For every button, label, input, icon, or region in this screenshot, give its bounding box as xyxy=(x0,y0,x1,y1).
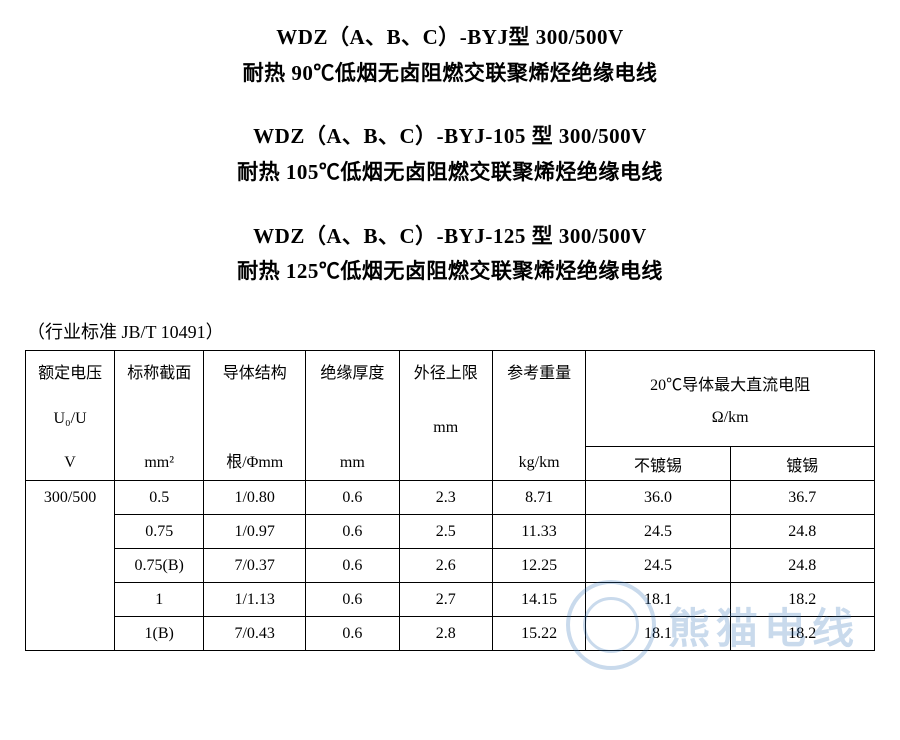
headings-section: WDZ（A、B、C）-BYJ型 300/500V 耐热 90℃低烟无卤阻燃交联聚… xyxy=(25,20,875,290)
cell-od: 2.5 xyxy=(399,515,492,549)
table-body: 300/500 0.5 1/0.80 0.6 2.3 8.71 36.0 36.… xyxy=(26,481,875,651)
th-label: U₀/U xyxy=(54,410,87,428)
th-unit: Ω/km xyxy=(712,409,749,427)
table-row: 300/500 0.5 1/0.80 0.6 2.3 8.71 36.0 36.… xyxy=(26,481,875,515)
th-insulation-thickness: 绝缘厚度 mm xyxy=(306,351,399,481)
th-cross-section: 标称截面 mm² xyxy=(115,351,204,481)
cell-r1: 36.0 xyxy=(586,481,730,515)
th-label: 额定电压 xyxy=(38,359,102,383)
cell-od: 2.8 xyxy=(399,617,492,651)
th-tinned: 镀锡 xyxy=(730,447,874,481)
table-row: 0.75 1/0.97 0.6 2.5 11.33 24.5 24.8 xyxy=(26,515,875,549)
heading-line: 耐热 90℃低烟无卤阻燃交联聚烯烃绝缘电线 xyxy=(25,56,875,92)
cell-wt: 14.15 xyxy=(492,583,585,617)
cell-cs: 0.5 xyxy=(115,481,204,515)
heading-block-3: WDZ（A、B、C）-BYJ-125 型 300/500V 耐热 125℃低烟无… xyxy=(25,219,875,290)
cell-r2: 18.2 xyxy=(730,617,874,651)
heading-line: WDZ（A、B、C）-BYJ型 300/500V xyxy=(25,20,875,56)
cell-wt: 11.33 xyxy=(492,515,585,549)
th-unit: V xyxy=(64,454,76,472)
th-label: 20℃导体最大直流电阻 xyxy=(650,371,810,395)
th-label: 导体结构 xyxy=(223,359,287,383)
cell-insul: 0.6 xyxy=(306,583,399,617)
th-weight: 参考重量 kg/km xyxy=(492,351,585,481)
cell-struct: 1/1.13 xyxy=(204,583,306,617)
cell-od: 2.6 xyxy=(399,549,492,583)
heading-block-1: WDZ（A、B、C）-BYJ型 300/500V 耐热 90℃低烟无卤阻燃交联聚… xyxy=(25,20,875,91)
table-row: 1 1/1.13 0.6 2.7 14.15 18.1 18.2 xyxy=(26,583,875,617)
cell-insul: 0.6 xyxy=(306,617,399,651)
cell-r2: 24.8 xyxy=(730,549,874,583)
th-unit: kg/km xyxy=(519,454,560,472)
heading-line: 耐热 105℃低烟无卤阻燃交联聚烯烃绝缘电线 xyxy=(25,155,875,191)
table-row: 1(B) 7/0.43 0.6 2.8 15.22 18.1 18.2 xyxy=(26,617,875,651)
cell-od: 2.3 xyxy=(399,481,492,515)
cell-r2: 24.8 xyxy=(730,515,874,549)
cell-cs: 0.75 xyxy=(115,515,204,549)
cell-insul: 0.6 xyxy=(306,549,399,583)
th-dc-resistance: 20℃导体最大直流电阻 Ω/km xyxy=(586,351,875,447)
th-unit: mm² xyxy=(144,454,174,472)
cell-od: 2.7 xyxy=(399,583,492,617)
cell-r1: 24.5 xyxy=(586,515,730,549)
spec-table: 额定电压 U₀/U V 标称截面 mm² 导体结构 根/Φmm xyxy=(25,350,875,651)
cell-struct: 7/0.43 xyxy=(204,617,306,651)
cell-struct: 1/0.97 xyxy=(204,515,306,549)
cell-wt: 12.25 xyxy=(492,549,585,583)
table-head: 额定电压 U₀/U V 标称截面 mm² 导体结构 根/Φmm xyxy=(26,351,875,481)
cell-cs: 0.75(B) xyxy=(115,549,204,583)
cell-struct: 7/0.37 xyxy=(204,549,306,583)
heading-line: WDZ（A、B、C）-BYJ-125 型 300/500V xyxy=(25,219,875,255)
th-untinned: 不镀锡 xyxy=(586,447,730,481)
th-unit: mm xyxy=(433,419,458,437)
heading-line: WDZ（A、B、C）-BYJ-105 型 300/500V xyxy=(25,119,875,155)
standard-note: （行业标准 JB/T 10491） xyxy=(27,318,875,344)
th-label: 标称截面 xyxy=(127,359,191,383)
th-unit: mm xyxy=(340,454,365,472)
th-outer-diameter: 外径上限 mm xyxy=(399,351,492,481)
cell-struct: 1/0.80 xyxy=(204,481,306,515)
th-label: 参考重量 xyxy=(507,359,571,383)
cell-insul: 0.6 xyxy=(306,515,399,549)
cell-r1: 18.1 xyxy=(586,617,730,651)
cell-voltage: 300/500 xyxy=(26,481,115,651)
header-row-1: 额定电压 U₀/U V 标称截面 mm² 导体结构 根/Φmm xyxy=(26,351,875,447)
cell-r2: 36.7 xyxy=(730,481,874,515)
th-voltage: 额定电压 U₀/U V xyxy=(26,351,115,481)
th-unit: 根/Φmm xyxy=(226,448,283,472)
cell-wt: 15.22 xyxy=(492,617,585,651)
cell-r1: 18.1 xyxy=(586,583,730,617)
cell-r2: 18.2 xyxy=(730,583,874,617)
th-conductor-structure: 导体结构 根/Φmm xyxy=(204,351,306,481)
cell-wt: 8.71 xyxy=(492,481,585,515)
heading-line: 耐热 125℃低烟无卤阻燃交联聚烯烃绝缘电线 xyxy=(25,254,875,290)
cell-insul: 0.6 xyxy=(306,481,399,515)
heading-block-2: WDZ（A、B、C）-BYJ-105 型 300/500V 耐热 105℃低烟无… xyxy=(25,119,875,190)
cell-r1: 24.5 xyxy=(586,549,730,583)
cell-cs: 1(B) xyxy=(115,617,204,651)
table-row: 0.75(B) 7/0.37 0.6 2.6 12.25 24.5 24.8 xyxy=(26,549,875,583)
th-label: 外径上限 xyxy=(414,359,478,383)
cell-cs: 1 xyxy=(115,583,204,617)
th-label: 绝缘厚度 xyxy=(320,359,384,383)
